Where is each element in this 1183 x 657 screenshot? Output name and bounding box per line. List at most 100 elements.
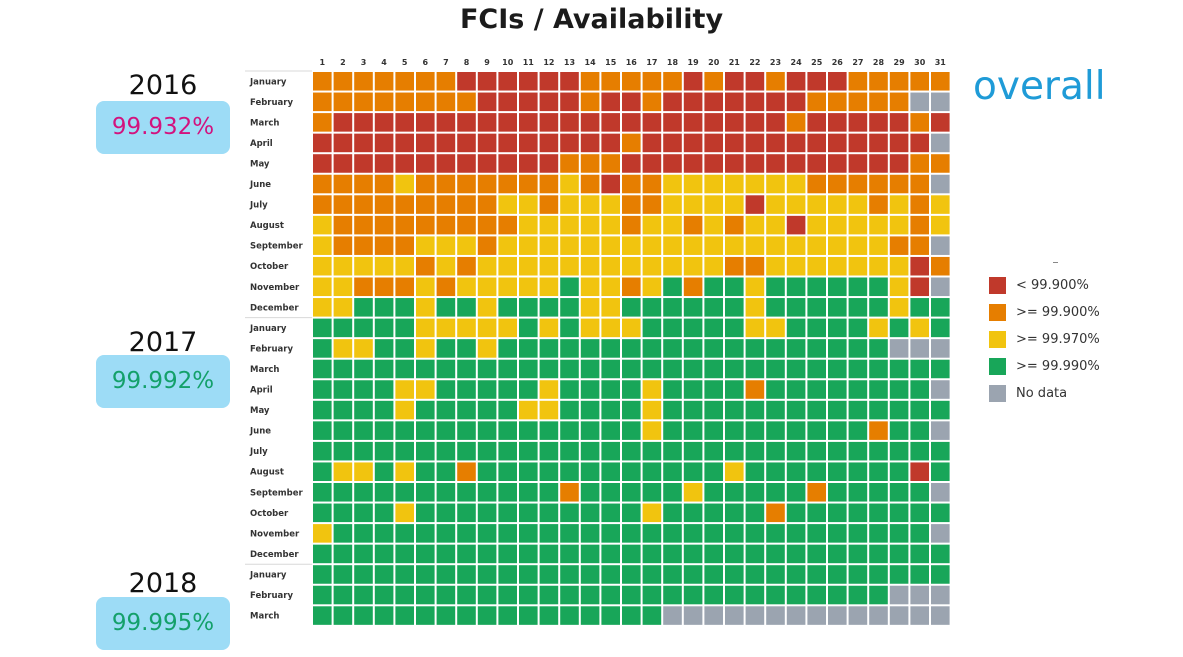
heatmap-cell [931, 133, 950, 153]
heatmap-cell [622, 606, 641, 625]
heatmap-cell [622, 174, 641, 194]
month-label: October [250, 509, 289, 519]
heatmap-cell [931, 565, 950, 584]
heatmap-cell [848, 113, 868, 132]
heatmap-cell [580, 483, 600, 502]
heatmap-cell [374, 154, 394, 173]
heatmap-cell [498, 544, 517, 564]
heatmap-cell [580, 441, 600, 461]
month-label: December [250, 303, 299, 313]
heatmap-cell [704, 113, 723, 132]
heatmap-cell [313, 544, 332, 564]
heatmap-cell [745, 359, 765, 379]
heatmap-cell [766, 380, 785, 399]
heatmap-cell [477, 606, 497, 625]
heatmap-cell [354, 298, 373, 317]
heatmap-cell [931, 256, 950, 276]
heatmap-cell [745, 483, 765, 502]
heatmap-cell [374, 585, 394, 605]
heatmap-cell [622, 380, 641, 399]
heatmap-cell [745, 92, 765, 112]
heatmap-cell [766, 113, 785, 132]
heatmap-cell [786, 154, 806, 173]
heatmap-cell [601, 298, 620, 317]
heatmap-cell [869, 544, 888, 564]
heatmap-cell [436, 421, 456, 440]
day-header: 22 [749, 58, 760, 67]
year-label-2018: 2018 [128, 568, 198, 599]
heatmap-cell [622, 256, 641, 276]
heatmap-cell [725, 524, 744, 543]
heatmap-cell [601, 503, 620, 523]
heatmap-cell [807, 524, 826, 543]
heatmap-cell [807, 215, 826, 235]
heatmap-cell [683, 359, 703, 379]
heatmap-cell [333, 441, 353, 461]
heatmap-cell [519, 195, 538, 214]
heatmap-cell [889, 400, 909, 420]
heatmap-cell [560, 565, 579, 584]
heatmap-cell [580, 462, 600, 481]
heatmap-cell [622, 400, 641, 420]
heatmap-cell [519, 236, 538, 255]
heatmap-cell [580, 400, 600, 420]
heatmap-cell [519, 215, 538, 235]
heatmap-cell [828, 256, 847, 276]
heatmap-cell [663, 524, 682, 543]
heatmap-cell [910, 380, 929, 399]
heatmap-cell [766, 462, 785, 481]
heatmap-cell [869, 72, 888, 91]
heatmap-cell [889, 154, 909, 173]
legend-label: >= 99.900% [1016, 305, 1100, 320]
heatmap-cell [766, 544, 785, 564]
heatmap-cell [374, 236, 394, 255]
heatmap-cell [395, 92, 414, 112]
availability-value-2017: 99.992% [111, 368, 215, 394]
heatmap-cell [416, 154, 435, 173]
heatmap-cell [416, 503, 435, 523]
heatmap-cell [539, 544, 559, 564]
heatmap-cell [601, 318, 620, 338]
heatmap-cell [457, 92, 476, 112]
heatmap-cell [766, 441, 785, 461]
heatmap-cell [477, 154, 497, 173]
heatmap-cell [498, 133, 517, 153]
heatmap-cell [498, 339, 517, 358]
heatmap-cell [313, 400, 332, 420]
heatmap-cell [313, 524, 332, 543]
heatmap-cell [869, 585, 888, 605]
heatmap-cell [436, 524, 456, 543]
heatmap-cell [395, 277, 414, 297]
heatmap-cell [704, 606, 723, 625]
heatmap-cell [622, 483, 641, 502]
heatmap-cell [745, 339, 765, 358]
heatmap-cell [869, 277, 888, 297]
heatmap-cell [539, 113, 559, 132]
heatmap-cell [457, 154, 476, 173]
heatmap-cell [766, 174, 785, 194]
heatmap-cell [313, 606, 332, 625]
heatmap-cell [395, 400, 414, 420]
heatmap-cell [910, 318, 929, 338]
heatmap-cell [848, 421, 868, 440]
heatmap-cell [848, 236, 868, 255]
heatmap-cell [560, 606, 579, 625]
heatmap-cell [457, 544, 476, 564]
heatmap-cell [642, 565, 662, 584]
heatmap-cell [828, 400, 847, 420]
heatmap-cell [642, 72, 662, 91]
heatmap-cell [313, 174, 332, 194]
heatmap-cell [745, 154, 765, 173]
month-label: April [250, 139, 273, 149]
heatmap-cell [642, 215, 662, 235]
heatmap-cell [354, 277, 373, 297]
heatmap-cell [910, 585, 929, 605]
heatmap-cell [766, 503, 785, 523]
day-header: 20 [708, 58, 720, 67]
legend-item-99-900: >= 99.900% [989, 299, 1100, 326]
heatmap-cell [766, 277, 785, 297]
heatmap-cell [477, 133, 497, 153]
heatmap-cell [725, 339, 744, 358]
heatmap-cell [622, 565, 641, 584]
